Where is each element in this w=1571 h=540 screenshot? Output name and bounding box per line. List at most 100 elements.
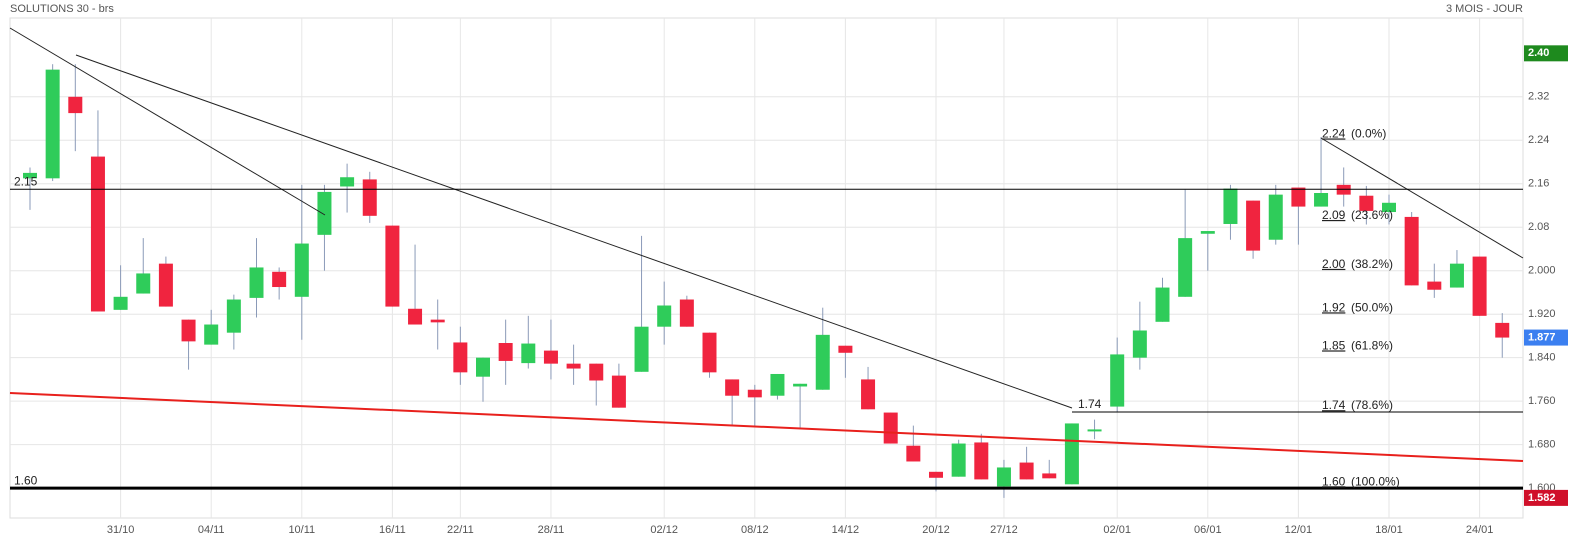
- fib-level: 1.92: [1322, 300, 1346, 314]
- y-tick-label: 2.24: [1528, 134, 1549, 146]
- candle-body: [1246, 200, 1261, 251]
- x-tick-label: 02/12: [650, 524, 678, 536]
- candle-body: [543, 350, 558, 364]
- candle-body: [770, 373, 785, 396]
- x-tick-label: 10/11: [288, 524, 315, 536]
- candle-body: [657, 305, 672, 327]
- price-marker: [1524, 329, 1568, 346]
- fib-level: 1.74: [1322, 398, 1346, 412]
- price-marker: [1524, 45, 1568, 62]
- y-tick-label: 2.32: [1528, 91, 1549, 103]
- support-line: [9, 392, 1524, 462]
- candle-body: [1200, 231, 1215, 234]
- x-tick-label: 24/01: [1466, 524, 1494, 536]
- marks: [23, 64, 1510, 498]
- candle-body: [45, 69, 60, 179]
- candle-body: [249, 267, 264, 298]
- y-tick-label: 2.16: [1528, 178, 1549, 190]
- y-tick-label: 1.680: [1528, 439, 1556, 451]
- fib-ratio: (0.0%): [1351, 126, 1386, 140]
- x-tick-label: 14/12: [832, 524, 860, 536]
- x-tick-label: 18/01: [1375, 524, 1403, 536]
- candle-body: [906, 445, 921, 462]
- candle-body: [951, 443, 966, 477]
- y-tick-label: 2.08: [1528, 221, 1549, 233]
- candle-body: [498, 343, 513, 361]
- x-tick-label: 06/01: [1194, 524, 1222, 536]
- candle-body: [1427, 281, 1442, 290]
- plot-frame: [9, 17, 1524, 519]
- candle-body: [589, 363, 604, 381]
- candle-body: [1223, 188, 1238, 224]
- level-label: 1.74: [1078, 397, 1102, 411]
- candle-body: [1495, 322, 1510, 338]
- level-label: 2.15: [14, 174, 38, 188]
- candle-body: [1382, 202, 1396, 213]
- fib-ratio: (23.6%): [1351, 208, 1393, 222]
- fib-ratio: (50.0%): [1351, 300, 1393, 314]
- candle-body: [1472, 256, 1487, 316]
- candle-body: [68, 96, 83, 114]
- x-tick-label: 28/11: [538, 524, 565, 536]
- candle-body: [430, 319, 445, 323]
- candle-body: [1110, 354, 1125, 407]
- candle-body: [226, 299, 241, 333]
- candle-body: [272, 271, 287, 288]
- fib-ratio: (78.6%): [1351, 398, 1393, 412]
- candle-body: [1019, 462, 1034, 480]
- candle-body: [1449, 263, 1464, 288]
- candle-body: [1042, 473, 1057, 479]
- fib-ratio: (100.0%): [1351, 474, 1400, 488]
- y-tick-label: 1.760: [1528, 395, 1556, 407]
- fib-level: 1.60: [1322, 474, 1346, 488]
- grid: 2.32 2.24 2.16 2.08 2.000 1.920 1.840 1.760 1.68…: [10, 18, 1556, 536]
- candle-body: [23, 172, 37, 179]
- candle-body: [317, 191, 332, 235]
- candle-body: [158, 263, 173, 307]
- fib-ratio: (38.2%): [1351, 257, 1393, 271]
- x-tick-label: 12/01: [1285, 524, 1313, 536]
- price-marker-label: 1.582: [1528, 492, 1556, 504]
- candle-body: [1314, 193, 1329, 207]
- candle-body: [996, 467, 1011, 487]
- candle-body: [1178, 238, 1193, 297]
- candle-body: [634, 326, 649, 372]
- candle-body: [294, 243, 309, 297]
- candle-body: [679, 299, 694, 327]
- x-tick-label: 22/11: [447, 524, 474, 536]
- trend-line: [9, 27, 326, 216]
- y-tick-label: 1.920: [1528, 308, 1556, 320]
- x-tick-label: 02/01: [1103, 524, 1131, 536]
- candle-body: [1404, 216, 1419, 286]
- trend-line: [75, 54, 1073, 409]
- y-tick-label: 1.840: [1528, 352, 1556, 364]
- candle-body: [1155, 287, 1170, 322]
- candle-body: [566, 363, 581, 369]
- candle-body: [521, 343, 536, 364]
- candle-body: [838, 345, 853, 353]
- candle-body: [181, 319, 196, 342]
- candle-body: [385, 225, 400, 307]
- fib-level: 2.00: [1322, 257, 1346, 271]
- candle-body: [725, 379, 740, 396]
- level-label: 1.60: [14, 473, 38, 487]
- x-tick-label: 08/12: [741, 524, 769, 536]
- candle-body: [1064, 423, 1079, 485]
- y-tick-label: 2.000: [1528, 265, 1556, 277]
- period-label: 3 MOIS - JOUR: [1446, 3, 1523, 15]
- candle-body: [136, 273, 151, 294]
- candle-body: [883, 412, 898, 444]
- x-tick-label: 31/10: [107, 524, 135, 536]
- chart-title: SOLUTIONS 30 - brs: [10, 3, 114, 15]
- candle-body: [476, 357, 490, 377]
- candle-body: [453, 342, 468, 373]
- fib-level: 2.09: [1322, 208, 1346, 222]
- candle-body: [1087, 429, 1102, 432]
- trend-line: [1320, 137, 1524, 259]
- x-tick-label: 27/12: [990, 524, 1018, 536]
- candle-body: [793, 383, 808, 387]
- candle-body: [974, 442, 989, 480]
- candle-body: [340, 177, 355, 187]
- candle-body: [747, 389, 762, 398]
